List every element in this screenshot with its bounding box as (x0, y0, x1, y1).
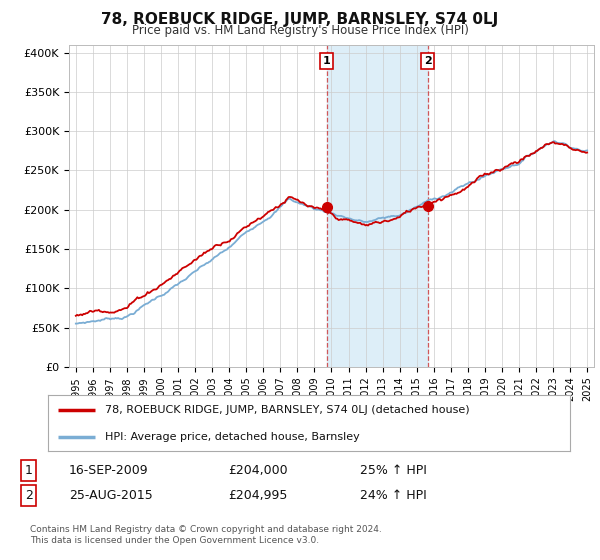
Text: 1: 1 (25, 464, 33, 477)
Text: 78, ROEBUCK RIDGE, JUMP, BARNSLEY, S74 0LJ (detached house): 78, ROEBUCK RIDGE, JUMP, BARNSLEY, S74 0… (106, 405, 470, 416)
Text: 78, ROEBUCK RIDGE, JUMP, BARNSLEY, S74 0LJ: 78, ROEBUCK RIDGE, JUMP, BARNSLEY, S74 0… (101, 12, 499, 27)
Text: £204,995: £204,995 (228, 489, 287, 502)
Text: 16-SEP-2009: 16-SEP-2009 (69, 464, 149, 477)
Text: £204,000: £204,000 (228, 464, 287, 477)
Text: 2: 2 (25, 489, 33, 502)
Text: Price paid vs. HM Land Registry's House Price Index (HPI): Price paid vs. HM Land Registry's House … (131, 24, 469, 36)
Text: Contains HM Land Registry data © Crown copyright and database right 2024.
This d: Contains HM Land Registry data © Crown c… (30, 525, 382, 545)
Text: 25% ↑ HPI: 25% ↑ HPI (360, 464, 427, 477)
Text: 25-AUG-2015: 25-AUG-2015 (69, 489, 153, 502)
Text: 1: 1 (323, 56, 331, 66)
Text: 24% ↑ HPI: 24% ↑ HPI (360, 489, 427, 502)
Text: HPI: Average price, detached house, Barnsley: HPI: Average price, detached house, Barn… (106, 432, 360, 442)
Bar (326, 45, 428, 367)
Text: 2: 2 (424, 56, 431, 66)
